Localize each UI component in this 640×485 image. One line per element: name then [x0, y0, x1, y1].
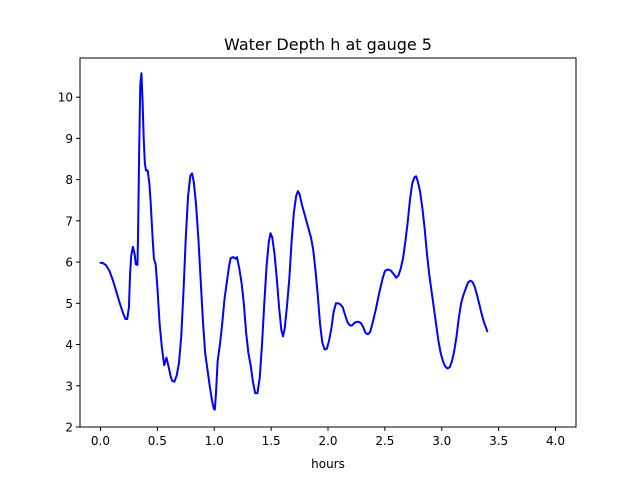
x-tick-label: 1.0 — [205, 434, 224, 448]
y-tick-label: 5 — [65, 297, 73, 311]
plot-area: 0.0 0.5 1.0 1.5 2.0 2.5 3.0 3.5 4.0 2 3 4 5 6 7 8 9 10 — [58, 57, 577, 448]
y-tick-label: 4 — [65, 338, 73, 352]
y-tick-label: 10 — [58, 91, 73, 105]
chart-title: Water Depth h at gauge 5 — [224, 35, 432, 54]
y-tick-label: 7 — [65, 214, 73, 228]
x-tick-label: 0.0 — [91, 434, 110, 448]
y-tick-label: 8 — [65, 173, 73, 187]
x-axis-label: hours — [311, 457, 345, 471]
x-tick-label: 2.5 — [375, 434, 394, 448]
y-tick-label: 2 — [65, 421, 73, 435]
x-tick-label: 3.5 — [489, 434, 508, 448]
x-tick-label: 1.5 — [262, 434, 281, 448]
x-tick-label: 2.0 — [318, 434, 337, 448]
x-tick-label: 0.5 — [148, 434, 167, 448]
x-tick-label: 4.0 — [546, 434, 565, 448]
series-line-0 — [99, 72, 489, 411]
x-tick-label: 3.0 — [432, 434, 451, 448]
y-tick-label: 6 — [65, 256, 73, 270]
y-tick-label: 9 — [65, 132, 73, 146]
y-tick-label: 3 — [65, 379, 73, 393]
